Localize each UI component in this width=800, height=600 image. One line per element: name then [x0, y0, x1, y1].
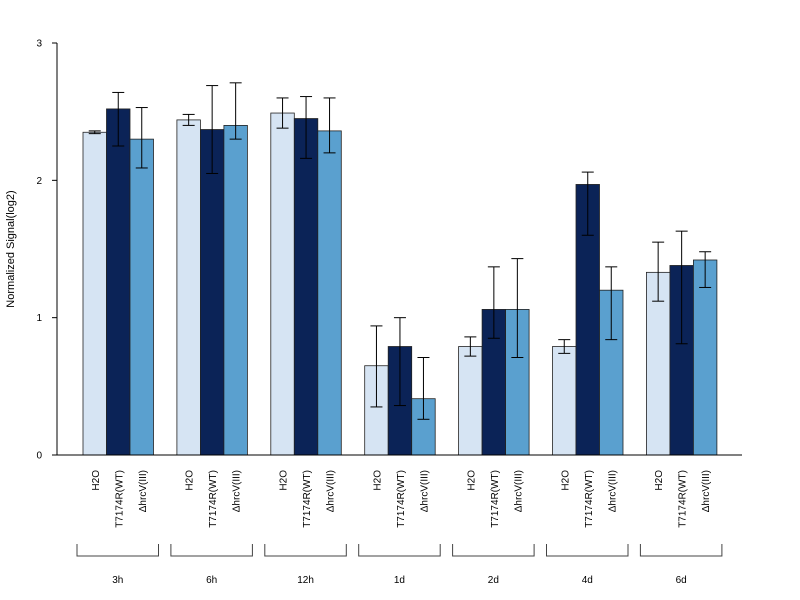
- bar: [223, 125, 248, 456]
- bar: [552, 346, 577, 456]
- group-bracket: [76, 544, 159, 557]
- category-label: H2O: [185, 470, 196, 491]
- category-label: T7174R(WT): [490, 470, 501, 528]
- bar: [199, 129, 225, 456]
- group-bracket: [639, 544, 723, 557]
- category-label: H2O: [279, 470, 290, 491]
- y-tick-label: 1: [36, 313, 42, 324]
- group-bracket: [170, 544, 253, 557]
- group-label: 4d: [582, 575, 593, 586]
- category-label: ΔhrcV(III): [419, 470, 430, 512]
- category-label: H2O: [654, 470, 665, 491]
- y-axis: 0 1 2 3: [36, 39, 58, 462]
- y-tick-label: 3: [36, 39, 42, 50]
- bar: [129, 138, 154, 456]
- bar: [270, 112, 295, 456]
- category-label: H2O: [91, 470, 102, 491]
- bar: [106, 108, 131, 456]
- category-label: T7174R(WT): [302, 470, 313, 528]
- y-tick-label: 2: [36, 176, 42, 187]
- group-label: 1d: [394, 575, 405, 586]
- bar: [317, 130, 342, 456]
- category-label: H2O: [372, 470, 383, 491]
- group-bracket: [452, 544, 535, 557]
- error-bars: [88, 82, 712, 420]
- group-label: 6h: [206, 575, 217, 586]
- category-label: ΔhrcV(III): [513, 470, 524, 512]
- category-label: T7174R(WT): [114, 470, 125, 528]
- bar: [176, 119, 201, 456]
- category-label: T7174R(WT): [678, 470, 689, 528]
- category-label: T7174R(WT): [396, 470, 407, 528]
- category-label: T7174R(WT): [208, 470, 219, 528]
- group-bracket: [358, 544, 441, 557]
- category-label: H2O: [466, 470, 477, 491]
- category-label: ΔhrcV(III): [326, 470, 337, 512]
- bar: [693, 259, 718, 456]
- category-label: ΔhrcV(III): [701, 470, 712, 512]
- category-label: T7174R(WT): [584, 470, 595, 528]
- group-bracket: [264, 544, 347, 557]
- group-labels: 3h 6h 12h 1d 2d 4d 6d: [76, 544, 723, 586]
- category-label: ΔhrcV(III): [232, 470, 243, 512]
- bar: [293, 118, 319, 456]
- group-label: 3h: [112, 575, 123, 586]
- y-axis-label: Normalized Signal(log2): [5, 190, 17, 307]
- y-tick-label: 0: [36, 451, 42, 462]
- category-label: H2O: [560, 470, 571, 491]
- category-label: ΔhrcV(III): [138, 470, 149, 512]
- group-label: 6d: [676, 575, 687, 586]
- group-label: 12h: [297, 575, 314, 586]
- category-labels: H2O T7174R(WT) ΔhrcV(III) H2O T7174R(WT) Δhrc…: [91, 470, 712, 528]
- bar: [458, 346, 483, 456]
- category-label: ΔhrcV(III): [607, 470, 618, 512]
- group-bracket: [546, 544, 629, 557]
- group-label: 2d: [488, 575, 499, 586]
- bar: [82, 131, 107, 456]
